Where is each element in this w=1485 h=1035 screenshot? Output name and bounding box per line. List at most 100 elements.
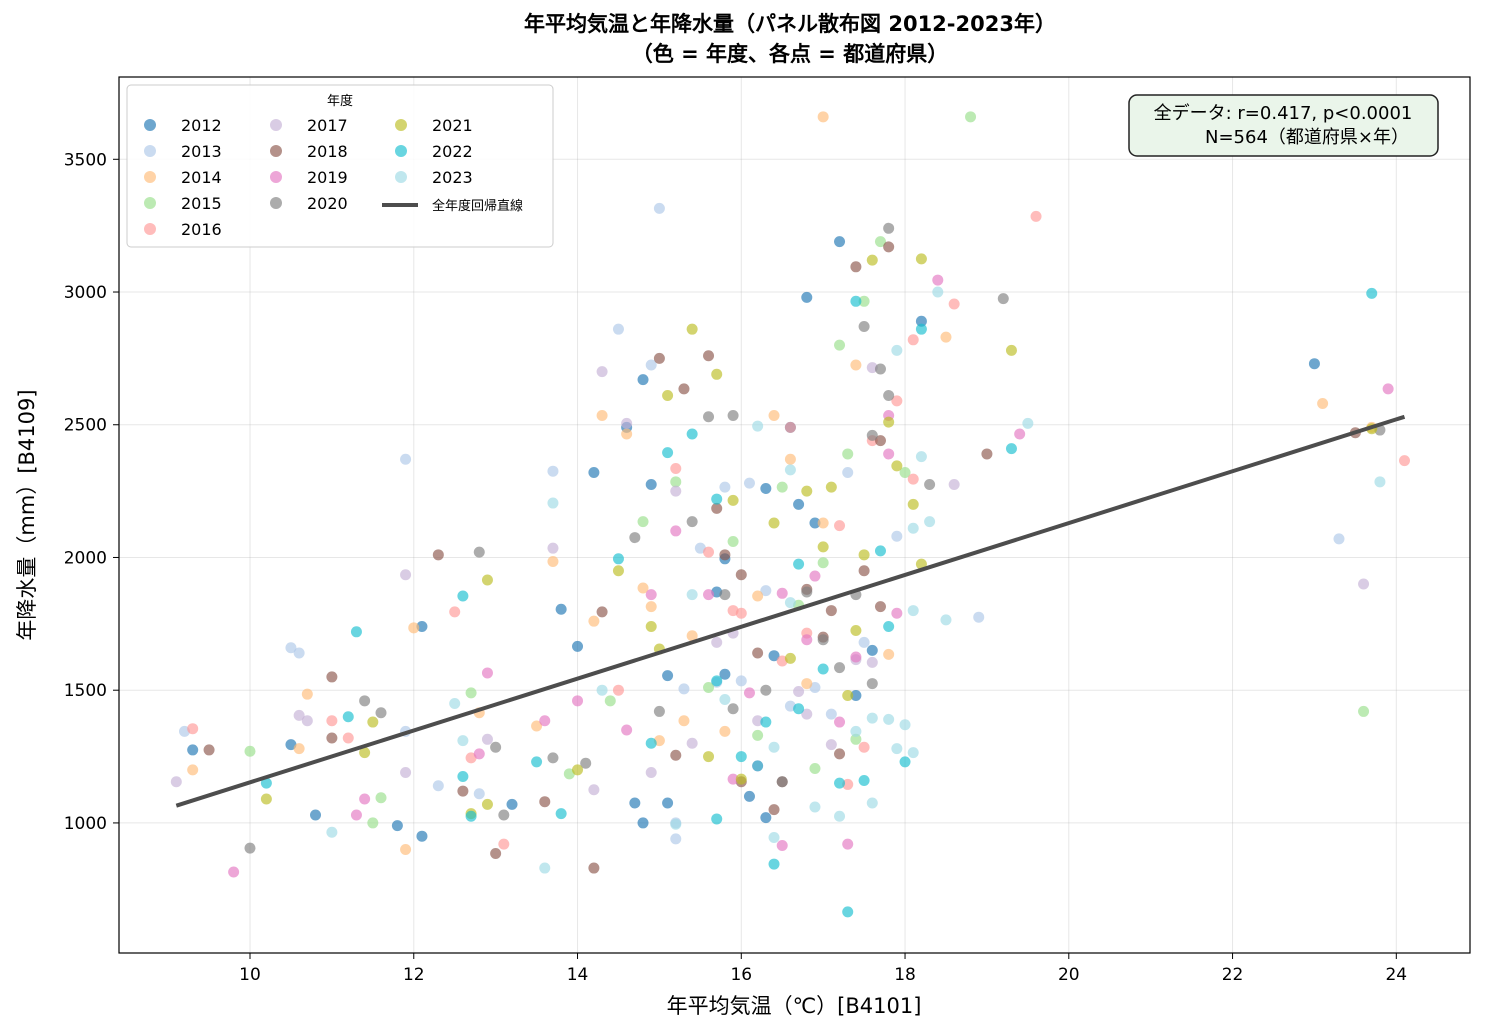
data-point bbox=[686, 516, 698, 528]
data-point bbox=[883, 222, 895, 234]
data-point bbox=[719, 589, 731, 601]
data-point bbox=[539, 796, 551, 808]
data-point bbox=[342, 711, 354, 723]
data-point bbox=[817, 557, 829, 569]
series-2016 bbox=[187, 210, 1410, 850]
data-point bbox=[711, 675, 723, 687]
x-axis-ticks: 10 12 14 16 18 20 22 24 bbox=[239, 953, 1407, 985]
data-point bbox=[1030, 210, 1042, 222]
data-point bbox=[588, 467, 600, 479]
data-point bbox=[449, 697, 461, 709]
data-point bbox=[1358, 578, 1370, 590]
data-point bbox=[940, 331, 952, 343]
data-point bbox=[645, 478, 657, 490]
data-point bbox=[858, 741, 870, 753]
data-point bbox=[629, 532, 641, 544]
data-point bbox=[735, 569, 747, 581]
legend-regression-label: 全年度回帰直線 bbox=[432, 198, 523, 214]
data-point bbox=[1333, 533, 1345, 545]
data-point bbox=[506, 798, 518, 810]
data-point bbox=[899, 467, 911, 479]
data-point bbox=[883, 620, 895, 632]
data-point bbox=[342, 732, 354, 744]
data-point bbox=[187, 723, 199, 735]
data-point bbox=[653, 202, 665, 214]
data-point bbox=[293, 647, 305, 659]
data-point bbox=[244, 745, 256, 757]
data-point bbox=[367, 716, 379, 728]
data-point bbox=[457, 590, 469, 602]
data-point bbox=[907, 498, 919, 510]
y-tick-label: 2500 bbox=[64, 416, 107, 436]
legend: 年度 2012201320142015201620172018201920202… bbox=[126, 84, 554, 248]
data-point bbox=[187, 764, 199, 776]
data-point bbox=[662, 390, 674, 402]
data-point bbox=[637, 817, 649, 829]
legend-title: 年度 bbox=[327, 93, 353, 109]
data-point bbox=[834, 777, 846, 789]
data-point bbox=[924, 516, 936, 528]
x-axis-label: 年平均気温（℃）[B4101] bbox=[667, 994, 922, 1018]
data-point bbox=[457, 770, 469, 782]
y-tick-label: 3500 bbox=[64, 150, 107, 170]
data-point bbox=[359, 747, 371, 759]
legend-label: 2020 bbox=[307, 194, 348, 213]
x-tick-label: 22 bbox=[1222, 965, 1244, 985]
data-point bbox=[768, 741, 780, 753]
data-point bbox=[711, 368, 723, 380]
legend-item-2018: 2018 bbox=[270, 142, 348, 161]
data-point bbox=[572, 764, 584, 776]
data-point bbox=[694, 542, 706, 554]
chart-title-line2: （色 = 年度、各点 = 都道府県） bbox=[632, 42, 948, 66]
data-point bbox=[727, 773, 739, 785]
data-point bbox=[825, 739, 837, 751]
legend-item-2019: 2019 bbox=[270, 168, 348, 187]
legend-marker bbox=[144, 223, 156, 235]
data-point bbox=[768, 517, 780, 529]
data-point bbox=[596, 606, 608, 618]
data-point bbox=[874, 435, 886, 447]
data-point bbox=[883, 448, 895, 460]
legend-label: 2013 bbox=[181, 142, 222, 161]
data-point bbox=[784, 652, 796, 664]
data-point bbox=[645, 589, 657, 601]
data-point bbox=[793, 686, 805, 698]
x-tick-label: 10 bbox=[239, 965, 261, 985]
data-point bbox=[612, 684, 624, 696]
data-point bbox=[588, 862, 600, 874]
data-point bbox=[1317, 398, 1329, 410]
data-point bbox=[760, 716, 772, 728]
data-point bbox=[670, 749, 682, 761]
data-point bbox=[891, 395, 903, 407]
data-point bbox=[662, 670, 674, 682]
data-point bbox=[637, 516, 649, 528]
data-point bbox=[703, 411, 715, 423]
legend-item-2023: 2023 bbox=[395, 168, 473, 187]
data-point bbox=[834, 748, 846, 760]
data-point bbox=[776, 587, 788, 599]
legend-marker bbox=[270, 145, 282, 157]
regression-line bbox=[175, 414, 1406, 808]
data-point bbox=[1382, 383, 1394, 395]
data-point bbox=[686, 589, 698, 601]
data-point bbox=[768, 804, 780, 816]
data-point bbox=[727, 494, 739, 506]
y-tick-label: 2000 bbox=[64, 548, 107, 568]
data-point bbox=[850, 690, 862, 702]
data-point bbox=[711, 636, 723, 648]
data-point bbox=[834, 662, 846, 674]
data-point bbox=[588, 784, 600, 796]
data-point bbox=[948, 478, 960, 490]
data-point bbox=[784, 421, 796, 433]
legend-item-2015: 2015 bbox=[144, 194, 222, 213]
data-point bbox=[866, 644, 878, 656]
data-point bbox=[670, 485, 682, 497]
x-tick-label: 14 bbox=[567, 965, 589, 985]
data-point bbox=[842, 448, 854, 460]
data-point bbox=[866, 678, 878, 690]
data-point bbox=[301, 688, 313, 700]
legend-items: 2012 2013 2014 2015 2016 2017 2018 2019 2020 2021… bbox=[144, 116, 473, 239]
data-point bbox=[809, 801, 821, 813]
stats-box-frame bbox=[1128, 94, 1439, 157]
y-tick-label: 1000 bbox=[64, 814, 107, 834]
